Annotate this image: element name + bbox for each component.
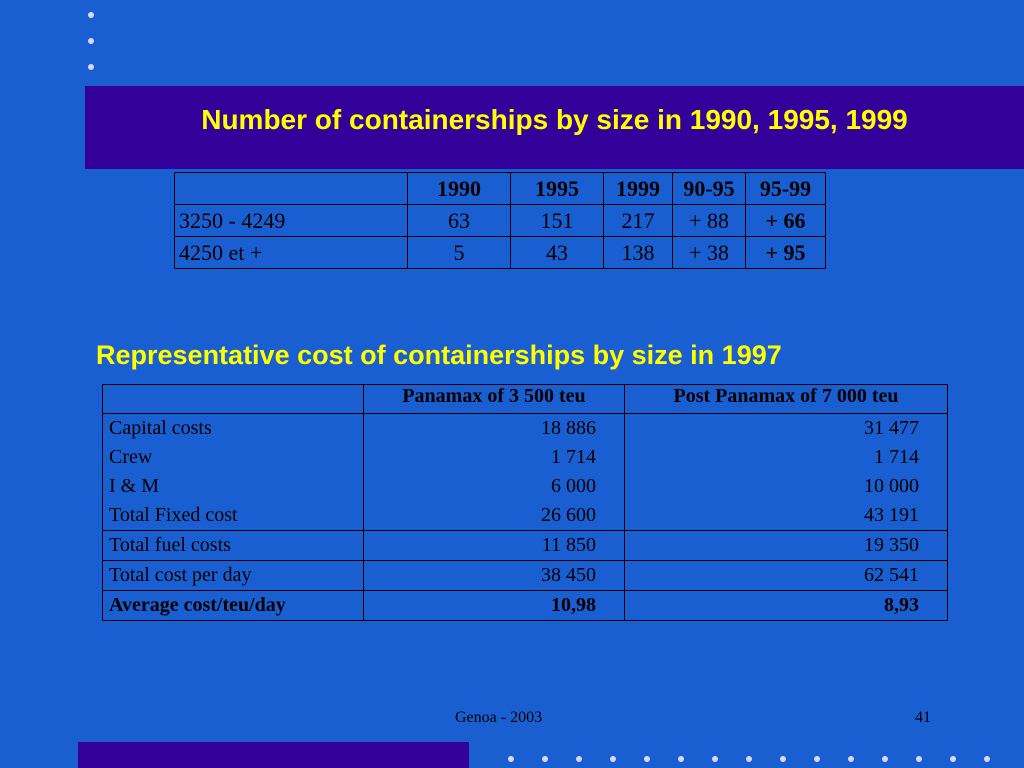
row-label: Total cost per day (102, 560, 364, 591)
table-cell: 11 850 (363, 530, 625, 561)
table-cell: + 95 (745, 236, 826, 269)
dot-icon (88, 12, 94, 18)
row-label: Total fuel costs (102, 530, 364, 561)
header-cell-1995: 1995 (510, 172, 604, 205)
table-cell: 217 (603, 204, 673, 237)
post-panamax-values: 31 477 1 714 10 000 43 191 (624, 413, 948, 531)
header-cell-1999: 1999 (603, 172, 673, 205)
table-cell: 6 000 (551, 475, 596, 497)
table-cell: 63 (407, 204, 511, 237)
table-header-row: 1990 1995 1999 90-95 95-99 (174, 172, 826, 205)
table-row: Total fuel costs 11 850 19 350 (102, 530, 948, 561)
row-labels: Capital costs Crew I & M Total Fixed cos… (102, 413, 364, 531)
table-cell: 43 (510, 236, 604, 269)
header-cell-panamax: Panamax of 3 500 teu (363, 384, 625, 414)
dot-icon (576, 756, 582, 762)
table-row: Total cost per day 38 450 62 541 (102, 560, 948, 591)
row-label: Average cost/teu/day (102, 590, 364, 621)
header-cell-empty (102, 384, 364, 414)
table-row: 3250 - 4249 63 151 217 + 88 + 66 (174, 204, 826, 237)
table-cell: 5 (407, 236, 511, 269)
row-label: 4250 et + (174, 236, 408, 269)
dot-icon (678, 756, 684, 762)
table-row: Average cost/teu/day 10,98 8,93 (102, 590, 948, 621)
table-cell: 43 191 (864, 504, 919, 526)
dot-icon (950, 756, 956, 762)
table-cell: 151 (510, 204, 604, 237)
table-cell: + 38 (672, 236, 746, 269)
row-label: 3250 - 4249 (174, 204, 408, 237)
dot-icon (712, 756, 718, 762)
table-cell: 10,98 (363, 590, 625, 621)
header-cell-empty (174, 172, 408, 205)
footer-event: Genoa - 2003 (455, 709, 543, 726)
table-cell: + 66 (745, 204, 826, 237)
table-header-row: Panamax of 3 500 teu Post Panamax of 7 0… (102, 384, 948, 414)
dot-icon (848, 756, 854, 762)
dot-icon (882, 756, 888, 762)
table-cell: 18 886 (541, 417, 596, 439)
row-label: I & M (109, 475, 159, 497)
header-cell-1990: 1990 (407, 172, 511, 205)
page-number: 41 (915, 709, 931, 726)
row-label: Capital costs (109, 417, 212, 439)
table-cell: 31 477 (864, 417, 919, 439)
bottom-bar (78, 742, 469, 768)
dot-icon (508, 756, 514, 762)
table-row-group: Capital costs Crew I & M Total Fixed cos… (102, 413, 948, 531)
header-cell-90-95: 90-95 (672, 172, 746, 205)
table-cell: 26 600 (541, 504, 596, 526)
dot-icon (88, 38, 94, 44)
dot-icon (780, 756, 786, 762)
decorative-dots-left (88, 12, 94, 90)
section-subtitle: Representative cost of containerships by… (96, 340, 782, 370)
dot-icon (610, 756, 616, 762)
table-cell: 8,93 (624, 590, 948, 621)
dot-icon (814, 756, 820, 762)
table-cell: 19 350 (624, 530, 948, 561)
header-cell-95-99: 95-99 (745, 172, 826, 205)
table-cell: 10 000 (864, 475, 919, 497)
dot-icon (644, 756, 650, 762)
table-cell: + 88 (672, 204, 746, 237)
header-cell-post-panamax: Post Panamax of 7 000 teu (624, 384, 948, 414)
dot-icon (916, 756, 922, 762)
table-cell: 62 541 (624, 560, 948, 591)
dot-icon (88, 64, 94, 70)
dot-icon (542, 756, 548, 762)
table-cell: 1 714 (551, 446, 596, 468)
table-row: 4250 et + 5 43 138 + 38 + 95 (174, 236, 826, 269)
panamax-values: 18 886 1 714 6 000 26 600 (363, 413, 625, 531)
table-cell: 138 (603, 236, 673, 269)
row-label: Crew (109, 446, 153, 468)
cost-table: Panamax of 3 500 teu Post Panamax of 7 0… (102, 384, 948, 621)
dot-icon (984, 756, 990, 762)
containership-count-table: 1990 1995 1999 90-95 95-99 3250 - 4249 6… (174, 172, 826, 269)
dot-icon (746, 756, 752, 762)
row-label: Total Fixed cost (109, 504, 238, 526)
title-bar: Number of containerships by size in 1990… (85, 86, 1024, 169)
table-cell: 38 450 (363, 560, 625, 591)
slide-title: Number of containerships by size in 1990… (201, 104, 908, 135)
table-cell: 1 714 (874, 446, 919, 468)
